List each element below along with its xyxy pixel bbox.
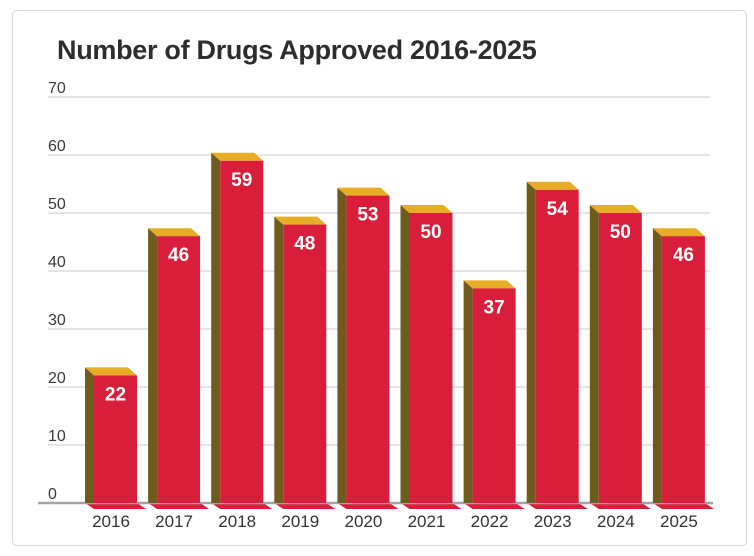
bar-side-2022: [463, 280, 473, 503]
bar-top-2022: [463, 280, 516, 289]
x-axis-label-2020: 2020: [344, 512, 382, 531]
bar-front-2019: [283, 224, 327, 503]
bar-side-2019: [274, 216, 284, 503]
bar-top-2017: [148, 228, 201, 237]
x-axis-label-2021: 2021: [408, 512, 446, 531]
bar-front-2020: [346, 195, 390, 503]
y-tick-label: 10: [48, 428, 66, 445]
y-tick-label: 0: [48, 486, 57, 503]
bar-bottom-shadow: [589, 503, 651, 509]
bar-value-label-2019: 48: [294, 234, 315, 255]
bar-top-2016: [85, 367, 137, 376]
bar-top-2021: [400, 205, 453, 213]
x-axis-label-2017: 2017: [155, 512, 193, 531]
bar-side-2016: [85, 367, 94, 503]
bar-side-2025: [652, 228, 662, 503]
x-axis-label-2024: 2024: [597, 512, 635, 531]
bar-value-label-2025: 46: [673, 245, 694, 266]
bar-value-label-2020: 53: [357, 205, 378, 226]
bar-top-2024: [589, 205, 642, 213]
bar-front-2025: [661, 236, 705, 503]
y-tick-label: 50: [48, 196, 66, 213]
bar-top-2025: [652, 228, 705, 237]
bar-bottom-shadow: [337, 503, 399, 509]
bar-front-2018: [220, 160, 264, 504]
y-tick-label: 70: [48, 80, 66, 97]
bar-bottom-shadow: [526, 503, 588, 509]
y-tick-label: 60: [48, 138, 66, 155]
bar-side-2017: [148, 228, 158, 503]
bar-value-label-2021: 50: [420, 222, 441, 243]
bar-value-label-2022: 37: [484, 297, 505, 318]
x-axis-label-2023: 2023: [534, 512, 572, 531]
bar-value-label-2018: 59: [231, 170, 252, 191]
bar-bottom-shadow: [400, 503, 462, 509]
bar-bottom-shadow: [274, 503, 336, 509]
bar-front-2023: [535, 189, 579, 504]
bar-front-2021: [409, 213, 453, 503]
bar-front-2017: [157, 236, 201, 503]
x-axis-label-2025: 2025: [660, 512, 698, 531]
bar-bottom-shadow: [652, 503, 714, 509]
bar-front-2016: [94, 375, 137, 503]
bar-bottom-shadow: [85, 503, 146, 509]
bar-front-2024: [598, 213, 642, 503]
bar-top-2023: [526, 181, 579, 190]
bar-value-label-2016: 22: [105, 384, 126, 405]
x-axis-label-2019: 2019: [281, 512, 319, 531]
bar-front-2022: [472, 288, 516, 503]
bar-side-2024: [589, 205, 599, 503]
bar-side-2023: [526, 181, 536, 504]
bar-value-label-2023: 54: [547, 199, 569, 220]
bar-top-2020: [337, 187, 390, 196]
bar-bottom-shadow: [463, 503, 525, 509]
bar-bottom-shadow: [148, 503, 210, 509]
bar-value-label-2024: 50: [610, 222, 631, 243]
x-axis-label-2018: 2018: [218, 512, 256, 531]
bar-bottom-shadow: [211, 503, 273, 509]
y-tick-label: 30: [48, 312, 66, 329]
x-axis-label-2022: 2022: [471, 512, 509, 531]
x-axis-label-2016: 2016: [92, 512, 130, 531]
y-tick-label: 40: [48, 254, 66, 271]
bar-side-2020: [337, 187, 347, 503]
bar-top-2018: [211, 152, 264, 161]
bar-top-2019: [274, 216, 327, 225]
y-tick-label: 20: [48, 370, 66, 387]
bar-side-2018: [211, 152, 221, 504]
bar-side-2021: [400, 205, 410, 503]
bar-value-label-2017: 46: [168, 245, 189, 266]
chart-title: Number of Drugs Approved 2016-2025: [57, 35, 537, 65]
